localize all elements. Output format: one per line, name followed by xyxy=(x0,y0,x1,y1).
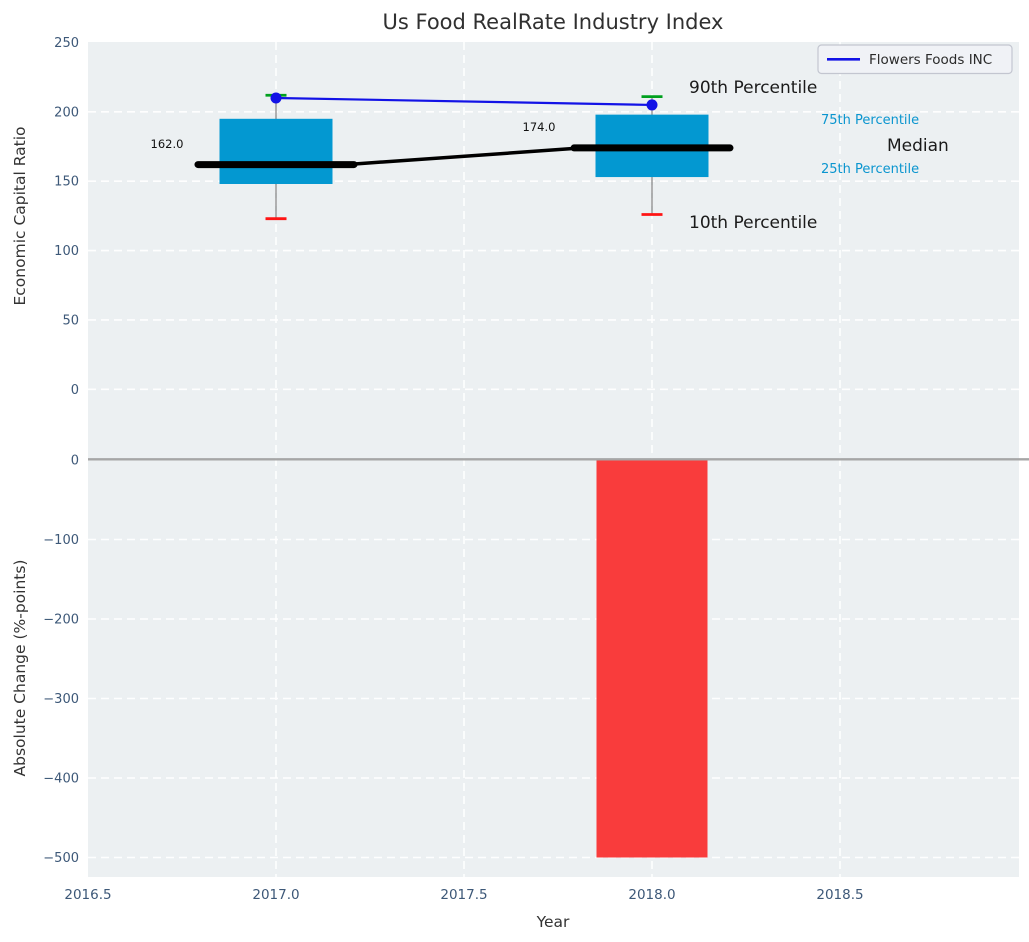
median-annotation-2018: 174.0 xyxy=(523,120,556,134)
label-90th-percentile: 90th Percentile xyxy=(689,78,817,98)
percentile-box-2017 xyxy=(219,118,333,184)
y-tick-top: 0 xyxy=(71,383,79,398)
label-75th-percentile: 75th Percentile xyxy=(821,113,919,128)
change-bar-2018 xyxy=(596,460,708,858)
y-tick-top: 50 xyxy=(62,313,79,328)
x-tick: 2017.5 xyxy=(440,887,487,903)
chart-title: Us Food RealRate Industry Index xyxy=(383,10,724,34)
x-tick: 2018.0 xyxy=(628,887,675,903)
legend-box xyxy=(817,44,1013,75)
company-marker-2018 xyxy=(646,99,658,111)
x-tick: 2017.0 xyxy=(252,887,299,903)
legend-entry-label: Flowers Foods INC xyxy=(869,52,992,68)
median-connector xyxy=(345,146,583,167)
y-tick-top: 150 xyxy=(54,175,79,190)
y-tick-bottom: −500 xyxy=(43,851,79,866)
label-25th-percentile: 25th Percentile xyxy=(821,162,919,177)
y-tick-bottom: −100 xyxy=(43,533,79,548)
x-axis-label: Year xyxy=(536,913,570,931)
chart-shapes xyxy=(88,92,1029,858)
y-tick-bottom: −300 xyxy=(43,692,79,707)
company-marker-2017 xyxy=(270,92,282,104)
y-tick-bottom: 0 xyxy=(71,454,79,469)
label-10th-percentile: 10th Percentile xyxy=(689,213,817,233)
axis-tick-labels: 250 200 150 100 50 0 0 −100 −200 −300 −400 −500 2016… xyxy=(43,36,863,903)
label-median: Median xyxy=(887,136,949,156)
y-tick-top: 200 xyxy=(54,105,79,120)
y-axis-label-top: Economic Capital Ratio xyxy=(11,126,29,305)
x-tick: 2018.5 xyxy=(816,887,863,903)
company-line xyxy=(275,96,653,107)
y-tick-top: 250 xyxy=(54,36,79,51)
legend: Flowers Foods INC xyxy=(817,44,1013,75)
y-tick-bottom: −400 xyxy=(43,772,79,787)
y-axis-label-bottom: Absolute Change (%-points) xyxy=(11,560,29,777)
y-tick-top: 100 xyxy=(54,244,79,259)
y-tick-bottom: −200 xyxy=(43,613,79,628)
median-annotation-2017: 162.0 xyxy=(151,137,184,151)
x-tick: 2016.5 xyxy=(64,887,111,903)
